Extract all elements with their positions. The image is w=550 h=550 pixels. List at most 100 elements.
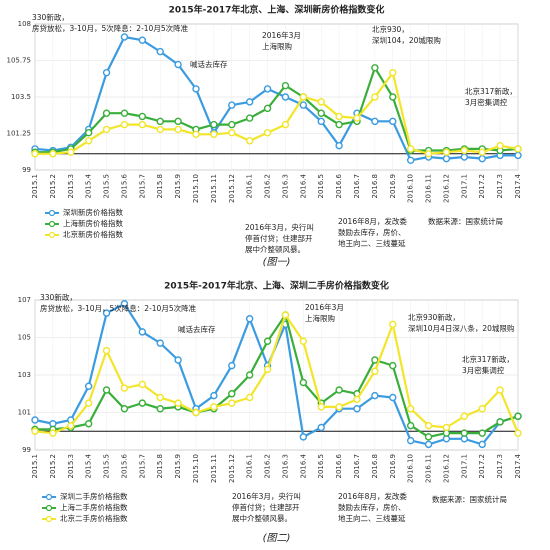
annotation: 2016年3月，央行叫 [245,222,314,232]
x-tick-label: 2016.9 [389,454,397,479]
data-point [102,68,111,77]
annotation: 北京317新政， [462,354,514,364]
data-point [138,112,147,121]
x-tick-label: 2015.10 [192,174,200,203]
data-point [496,418,504,426]
data-point [460,146,469,155]
data-point [281,120,290,129]
x-tick-label: 2017.4 [514,453,522,478]
data-point [424,421,433,430]
data-point [478,405,486,413]
legend-label: 北京二手房价格指数 [60,513,128,523]
data-point [210,403,218,411]
data-point [138,120,147,129]
x-tick-label: 2015.2 [49,174,57,199]
x-tick-label: 2015.5 [103,174,111,199]
data-point [156,393,164,402]
x-tick-label: 2017.3 [496,174,504,199]
data-point [514,429,522,437]
data-point [353,114,361,122]
data-point [156,405,164,413]
series-line [35,65,519,154]
x-tick-label: 2015.6 [120,173,128,198]
annotation: 3月密集调控 [462,365,505,375]
y-tick-label: 103.5 [11,93,31,101]
series-line [35,312,519,439]
x-tick-label: 2016.3 [281,174,289,199]
data-point [299,378,308,387]
series-line [35,70,519,155]
data-point [460,429,469,437]
data-point [174,117,182,126]
data-point [317,98,325,106]
y-tick-label: 103 [18,371,31,379]
data-point [317,423,325,432]
data-point [371,356,379,364]
data-point [460,153,469,161]
data-point [442,423,451,432]
data-point [120,33,129,41]
data-point [210,120,218,129]
annotation: 停首付贷；住建部开 [245,233,313,243]
data-point [84,420,93,428]
data-point [317,403,325,411]
x-tick-label: 2016.10 [407,454,415,483]
data-point [263,365,272,374]
data-point [424,440,433,449]
data-point [174,399,182,407]
data-point [478,148,486,156]
y-tick-label: 101.25 [7,130,32,138]
data-point [31,416,39,424]
x-tick-label: 2016.12 [442,174,450,203]
x-tick-label: 2015.4 [85,173,93,198]
x-tick-label: 2015.1 [31,174,39,199]
x-tick-label: 2017.4 [514,173,522,198]
data-point [192,408,200,417]
annotation: 2016年3月，央行叫 [232,491,301,501]
x-tick-label: 2015.5 [103,454,111,479]
legend-marker [45,493,53,501]
data-point [263,85,272,93]
annotation: 330新政， [32,12,69,22]
data-point [263,128,272,137]
x-tick-label: 2016.1 [246,174,254,199]
series-line [34,312,520,435]
annotation: 地王向二、三线蔓延 [338,513,406,523]
data-point [138,399,147,407]
data-point [138,36,147,44]
data-point [245,114,254,122]
x-tick-label: 2016.12 [442,454,450,483]
data-point [299,337,308,345]
data-point [174,60,182,69]
data-point [156,117,164,126]
legend-label: 上海二手房价格指数 [60,502,128,512]
data-point [371,64,379,72]
data-point [442,154,451,163]
legend-label: 上海新房价格指数 [63,218,123,228]
legend-marker [48,231,56,239]
data-point [31,427,39,435]
data-point [514,412,522,420]
data-point [263,337,272,345]
x-tick-label: 2015.7 [138,454,146,479]
annotation: 2016年8月，发改委 [338,491,407,501]
data-point [228,399,236,407]
data-point [67,421,75,430]
data-point [245,315,254,323]
data-point [514,145,522,153]
data-point [120,384,129,392]
x-tick-label: 2015.7 [138,174,146,199]
data-point [389,393,397,402]
annotation: 地王向二、三线蔓延 [338,238,406,248]
data-point [84,382,93,390]
x-tick-label: 2015.3 [67,454,75,479]
data-point [102,386,111,394]
chart-title: 2015年-2017年北京、上海、深圳新房价格指数变化 [169,4,385,16]
y-tick-label: 107 [18,296,31,304]
x-tick-label: 2017.2 [478,174,486,199]
x-tick-label: 2017.2 [478,454,486,479]
data-point [174,356,182,364]
legend-label: 深圳新房价格指数 [63,207,123,217]
x-tick-label: 2015.6 [120,453,128,478]
